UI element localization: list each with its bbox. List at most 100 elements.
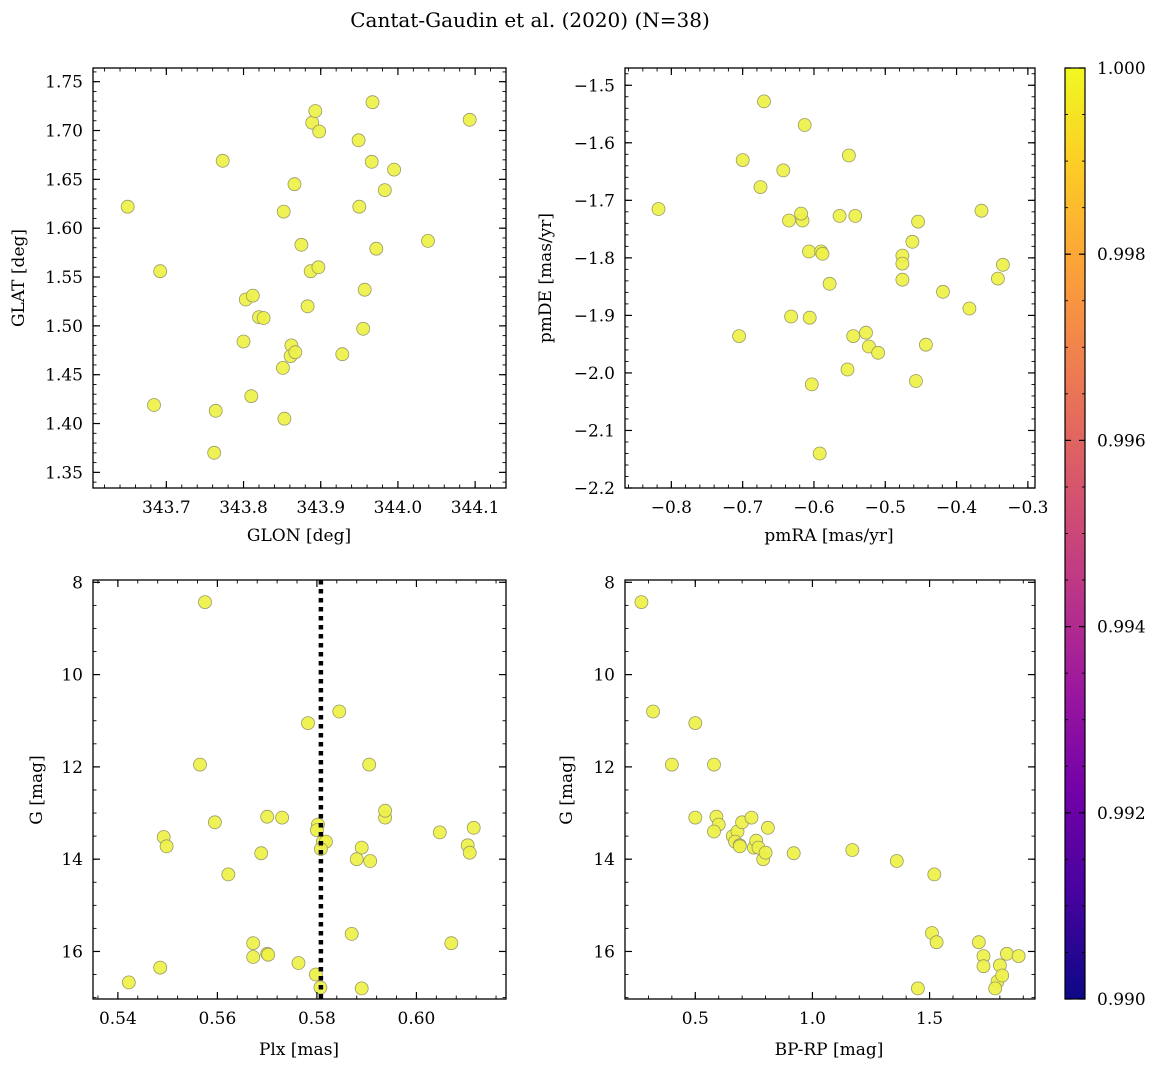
data-point (277, 411, 292, 426)
axes-frame: −0.8 −0.7 −0.6 −0.5 −0.4 −0.3 −2.2 −2.1 −2.0 −1.9… (574, 67, 1049, 518)
x-axis-label: BP-RP [mag] (775, 1040, 884, 1060)
data-point (936, 284, 950, 299)
data-point (797, 118, 812, 132)
data-point (794, 206, 808, 221)
data-point (911, 981, 925, 996)
data-point (159, 839, 174, 854)
x-tick-label: −0.6 (793, 498, 834, 518)
panel-bprp-g: 0.5 1.0 1.5 8 10 12 14 16 BP-RP [mag] G [mag] (557, 573, 1036, 1060)
data-point (301, 716, 315, 730)
data-point (288, 345, 303, 360)
data-point (349, 852, 364, 867)
x-axis-label: pmRA [mas/yr] (764, 526, 893, 546)
x-tick-label: −0.8 (651, 498, 692, 518)
data-point (846, 329, 861, 344)
data-point (895, 256, 910, 271)
data-point (784, 309, 798, 324)
data-point (294, 237, 309, 252)
data-point (364, 154, 379, 169)
y-axis-label: G [mag] (27, 755, 47, 824)
data-point (246, 950, 261, 964)
data-point (845, 843, 860, 857)
data-point (971, 935, 986, 950)
y-tick-label: −1.7 (574, 191, 615, 211)
x-tick-label: 344.0 (374, 498, 423, 518)
scatter-points (120, 95, 477, 460)
data-point (311, 260, 326, 275)
data-point (761, 820, 775, 835)
plot-frame (92, 579, 507, 1000)
data-point (387, 162, 402, 177)
data-point (354, 981, 369, 996)
data-point (634, 595, 649, 609)
x-tick-label: −0.5 (865, 498, 906, 518)
data-point (802, 310, 817, 325)
data-point (988, 981, 1003, 996)
data-point (832, 208, 847, 223)
data-point (256, 311, 271, 325)
data-point (236, 334, 251, 349)
y-tick-label: −2.1 (574, 421, 615, 441)
data-point (121, 975, 136, 990)
y-tick-label: 1.60 (45, 219, 83, 239)
data-point (732, 329, 746, 344)
colorbar-tick-label: 1.000 (1097, 59, 1146, 79)
y-axis-label: G [mag] (557, 755, 577, 824)
data-point (276, 204, 291, 219)
data-point (688, 810, 703, 825)
x-tick-label: 0.58 (298, 1009, 336, 1029)
data-point (207, 815, 222, 830)
data-point (287, 177, 302, 192)
y-tick-label: 8 (604, 573, 615, 593)
data-point (432, 825, 447, 840)
data-point (929, 935, 944, 950)
panel-glon-glat: 343.7 343.8 343.9 344.0 344.1 1.35 1.40 1.45 1.5… (9, 67, 507, 546)
y-tick-label: −1.5 (574, 76, 615, 96)
data-point (688, 716, 703, 730)
data-point (974, 203, 989, 218)
y-axis-label: pmDE [mas/yr] (536, 213, 556, 343)
data-point (363, 854, 378, 868)
x-tick-label: −0.7 (722, 498, 763, 518)
data-point (919, 337, 933, 352)
data-point (991, 271, 1005, 286)
panel-pmra-pmde: −0.8 −0.7 −0.6 −0.5 −0.4 −0.3 −2.2 −2.1 −2.0 −1.9… (536, 67, 1049, 546)
data-point (651, 202, 666, 216)
axes-frame: 0.5 1.0 1.5 8 10 12 14 16 (593, 573, 1036, 1029)
data-point (758, 845, 773, 860)
data-point (822, 276, 837, 291)
y-tick-label: −1.6 (574, 134, 615, 154)
data-point (377, 183, 392, 198)
y-tick-label: 1.70 (45, 122, 83, 142)
y-tick-label: 1.40 (45, 415, 83, 435)
data-point (193, 757, 207, 772)
y-tick-label: 1.55 (45, 268, 83, 288)
y-tick-label: −1.8 (574, 249, 615, 269)
data-point (300, 299, 315, 314)
y-tick-label: 1.65 (45, 170, 83, 190)
data-point (895, 272, 910, 287)
colorbar-tick-label: 0.992 (1097, 804, 1146, 824)
data-point (308, 104, 323, 118)
data-point (744, 810, 759, 825)
y-tick-label: −2.2 (574, 479, 615, 499)
colorbar-ticks: 0.990 0.992 0.994 0.996 0.998 1.000 (1065, 59, 1146, 1010)
x-tick-label: 0.60 (398, 1009, 436, 1029)
data-point (462, 845, 477, 860)
data-point (208, 403, 223, 418)
data-point (335, 347, 350, 362)
y-tick-label: 16 (593, 942, 615, 962)
plot-frame (624, 67, 1036, 489)
data-point (254, 846, 269, 861)
y-tick-label: 8 (72, 573, 83, 593)
y-tick-label: 12 (593, 758, 615, 778)
data-point (207, 445, 222, 460)
data-point (120, 199, 135, 214)
x-axis-label: GLON [deg] (247, 526, 351, 546)
x-tick-label: 0.5 (682, 1009, 709, 1029)
data-point (246, 936, 261, 951)
data-point (976, 959, 991, 974)
data-point (871, 345, 885, 360)
data-point (707, 757, 721, 772)
